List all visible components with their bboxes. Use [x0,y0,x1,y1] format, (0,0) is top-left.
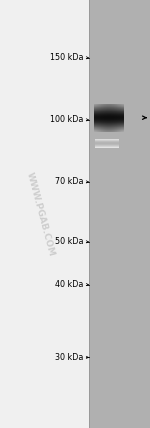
Bar [122,104,123,132]
Bar [89,0,90,428]
Bar [117,104,118,132]
Bar [97,104,98,132]
Bar [114,104,115,132]
Bar [101,104,102,132]
Bar [102,104,103,132]
Bar [94,104,95,132]
Bar [103,104,104,132]
Bar [95,104,96,132]
Bar [118,104,119,132]
Text: 70 kDa: 70 kDa [55,177,83,187]
Text: 150 kDa: 150 kDa [50,53,83,62]
Bar [113,104,114,132]
Bar [96,104,97,132]
Bar [107,104,108,132]
Text: WWW.PGAB.COM: WWW.PGAB.COM [25,171,56,257]
Bar [111,104,112,132]
Bar [89,0,150,428]
Bar [109,104,110,132]
Bar [100,104,101,132]
Bar [115,104,116,132]
Text: 100 kDa: 100 kDa [50,115,83,125]
Bar [119,104,120,132]
Bar [112,104,113,132]
Bar [106,104,107,132]
Bar [110,104,111,132]
Text: 30 kDa: 30 kDa [55,353,83,362]
Bar [104,104,105,132]
Bar [116,104,117,132]
Bar [98,104,99,132]
Text: 40 kDa: 40 kDa [55,280,83,289]
Bar [123,104,124,132]
Bar [105,104,106,132]
Bar [108,104,109,132]
Text: 50 kDa: 50 kDa [55,237,83,247]
Bar [120,104,121,132]
Bar [121,104,122,132]
Bar [99,104,100,132]
